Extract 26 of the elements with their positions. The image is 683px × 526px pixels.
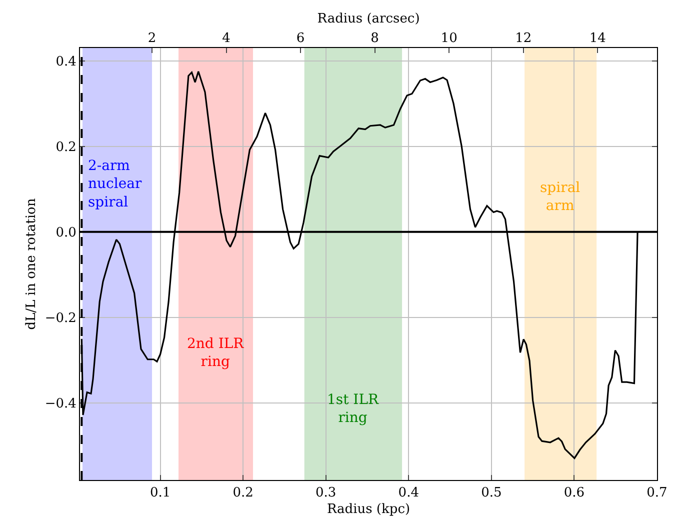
band-label: 2nd ILR ring	[187, 336, 244, 370]
y-tick-label: 0.4	[56, 54, 76, 70]
y-tick-label: −0.4	[44, 396, 76, 412]
x-tick-label: 0.2	[232, 486, 254, 501]
x-tick-label: 0.5	[481, 486, 502, 501]
band-label: spiral arm	[540, 180, 581, 214]
x-tick-label: 0.4	[398, 486, 419, 501]
y-tick-label: 0.2	[56, 140, 76, 155]
x2-tick-label: 4	[222, 30, 230, 46]
x-tick-label: 0.7	[646, 486, 668, 501]
x2-axis-title: Radius (arcsec)	[317, 12, 420, 27]
x-tick-label: 0.6	[564, 486, 585, 501]
y-axis-title: dL/L in one rotation	[24, 198, 39, 330]
x-tick-label: 0.3	[316, 486, 336, 501]
x-tick-label: 0.1	[150, 486, 171, 501]
x2-tick-label: 8	[370, 30, 379, 46]
x2-tick-label: 14	[589, 30, 606, 46]
y-tick-label: −0.2	[44, 311, 76, 326]
band-label: 1st ILR ring	[327, 392, 379, 426]
x2-tick-label: 12	[515, 30, 532, 46]
x2-tick-label: 10	[440, 30, 458, 46]
x2-tick-label: 6	[296, 30, 305, 46]
x2-tick-label: 2	[148, 30, 156, 46]
band-label: 2-arm nuclear spiral	[88, 158, 142, 210]
y-tick-label: 0.0	[56, 225, 76, 240]
x-axis-title: Radius (kpc)	[326, 502, 410, 518]
